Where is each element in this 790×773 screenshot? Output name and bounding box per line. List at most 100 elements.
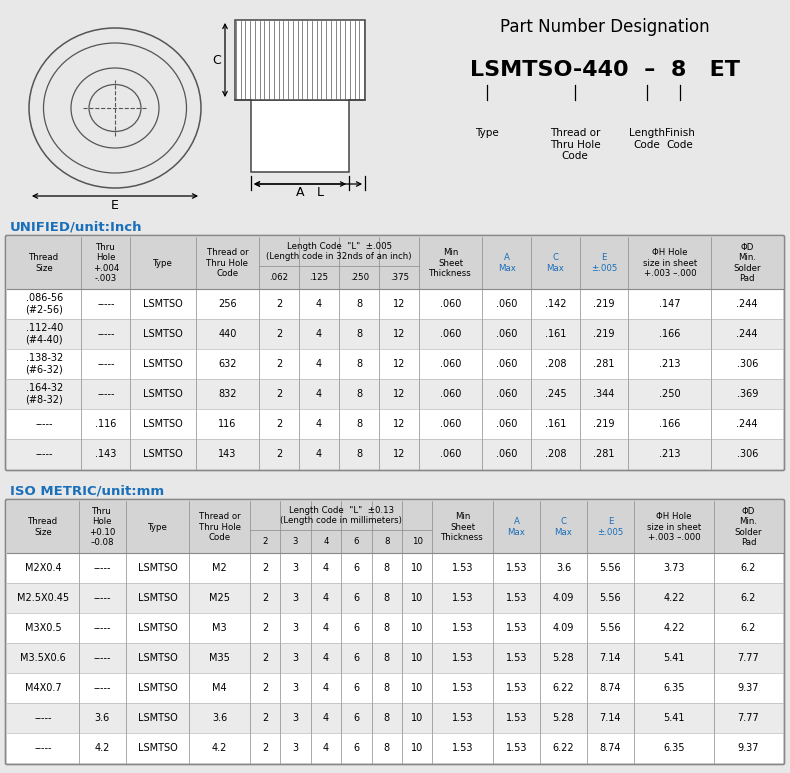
Text: -----: -----	[97, 329, 115, 339]
Text: 632: 632	[218, 359, 237, 369]
Text: 7.14: 7.14	[600, 653, 621, 663]
Text: 7.14: 7.14	[600, 713, 621, 723]
Bar	[7, 409, 783, 439]
Text: 2: 2	[276, 449, 282, 459]
Text: 6.22: 6.22	[553, 743, 574, 753]
Bar	[7, 237, 783, 289]
Bar	[251, 100, 349, 172]
Text: 12: 12	[393, 329, 405, 339]
Text: 2: 2	[262, 653, 269, 663]
Text: -----: -----	[34, 743, 51, 753]
Text: .369: .369	[736, 389, 758, 399]
Bar	[7, 379, 783, 409]
Text: LSMTSO: LSMTSO	[143, 359, 183, 369]
Text: LSMTSO: LSMTSO	[137, 713, 178, 723]
Text: 10: 10	[412, 537, 423, 546]
Text: -----: -----	[93, 653, 111, 663]
Text: Thread or
Thru Hole
Code: Thread or Thru Hole Code	[206, 248, 249, 278]
Text: 1.53: 1.53	[506, 623, 527, 633]
Text: Min
Sheet
Thickness: Min Sheet Thickness	[442, 512, 484, 542]
Text: .306: .306	[736, 359, 758, 369]
Text: 8: 8	[384, 683, 389, 693]
Text: Length Code  "L"  ±0.13
(Length code in millimeters): Length Code "L" ±0.13 (Length code in mi…	[280, 506, 402, 526]
Text: Type: Type	[475, 128, 498, 138]
Text: 4.09: 4.09	[553, 623, 574, 633]
Bar	[7, 643, 783, 673]
Text: 8: 8	[356, 359, 363, 369]
Text: 1.53: 1.53	[506, 593, 527, 603]
Text: .060: .060	[440, 449, 461, 459]
Text: M2: M2	[213, 563, 227, 573]
Text: M3.5X0.6: M3.5X0.6	[20, 653, 66, 663]
Text: 8: 8	[384, 537, 389, 546]
Text: .060: .060	[440, 389, 461, 399]
Text: 2: 2	[262, 683, 269, 693]
Text: .166: .166	[659, 419, 680, 429]
Text: .060: .060	[496, 389, 517, 399]
Text: Type: Type	[148, 523, 167, 532]
Text: 3: 3	[293, 537, 299, 546]
Text: .060: .060	[496, 359, 517, 369]
Text: 1.53: 1.53	[452, 743, 473, 753]
Text: LSMTSO: LSMTSO	[143, 389, 183, 399]
Text: .060: .060	[496, 419, 517, 429]
Text: -----: -----	[97, 389, 115, 399]
Text: .250: .250	[350, 273, 369, 282]
Text: 1.53: 1.53	[452, 623, 473, 633]
Text: .244: .244	[736, 419, 758, 429]
Text: 4: 4	[316, 389, 322, 399]
Text: 2: 2	[262, 713, 269, 723]
Text: C
Max: C Max	[555, 517, 573, 536]
Text: 4: 4	[323, 623, 329, 633]
Text: 5.41: 5.41	[663, 653, 685, 663]
Text: 3: 3	[292, 743, 299, 753]
Text: 1.53: 1.53	[506, 563, 527, 573]
Text: .219: .219	[593, 329, 615, 339]
Text: ΦH Hole
size in sheet
+.003 –.000: ΦH Hole size in sheet +.003 –.000	[647, 512, 701, 542]
Text: -----: -----	[93, 593, 111, 603]
Bar	[7, 439, 783, 469]
Text: 116: 116	[218, 419, 237, 429]
Text: Thread
Size: Thread Size	[28, 517, 58, 536]
Text: A
Max: A Max	[507, 517, 525, 536]
Text: 2: 2	[262, 593, 269, 603]
Bar	[7, 319, 783, 349]
Text: Type: Type	[153, 258, 173, 267]
Text: 2: 2	[262, 537, 268, 546]
Text: .245: .245	[544, 389, 566, 399]
Text: LSMTSO-440  –  8   ET: LSMTSO-440 – 8 ET	[470, 60, 740, 80]
Text: .062: .062	[269, 273, 288, 282]
Text: 6: 6	[354, 537, 359, 546]
Text: Thru
Hole
+0.10
–0.08: Thru Hole +0.10 –0.08	[89, 507, 115, 547]
Text: LSMTSO: LSMTSO	[143, 299, 183, 309]
Text: 2: 2	[262, 563, 269, 573]
Text: 6.2: 6.2	[741, 593, 756, 603]
Text: 8.74: 8.74	[600, 683, 621, 693]
Text: .060: .060	[496, 329, 517, 339]
Text: 5.56: 5.56	[600, 623, 621, 633]
Text: 3: 3	[292, 653, 299, 663]
Text: 5.41: 5.41	[663, 713, 685, 723]
Text: 9.37: 9.37	[738, 743, 759, 753]
Text: 4.2: 4.2	[212, 743, 228, 753]
Text: 6.35: 6.35	[663, 683, 685, 693]
Text: LSMTSO: LSMTSO	[143, 449, 183, 459]
Text: LSMTSO: LSMTSO	[137, 623, 178, 633]
Text: .281: .281	[593, 359, 615, 369]
Text: 5.28: 5.28	[553, 713, 574, 723]
Text: -----: -----	[97, 299, 115, 309]
Text: 4.22: 4.22	[663, 623, 685, 633]
Text: 10: 10	[411, 593, 423, 603]
Text: 2: 2	[262, 623, 269, 633]
Text: 4: 4	[323, 743, 329, 753]
Text: 1.53: 1.53	[452, 563, 473, 573]
Text: 2: 2	[262, 743, 269, 753]
Bar	[7, 553, 783, 583]
Text: -----: -----	[36, 419, 53, 429]
Text: Min
Sheet
Thickness: Min Sheet Thickness	[430, 248, 472, 278]
Text: 12: 12	[393, 359, 405, 369]
Text: M25: M25	[209, 593, 230, 603]
Text: .208: .208	[544, 449, 566, 459]
Text: 4.22: 4.22	[663, 593, 685, 603]
Text: 6: 6	[353, 713, 359, 723]
